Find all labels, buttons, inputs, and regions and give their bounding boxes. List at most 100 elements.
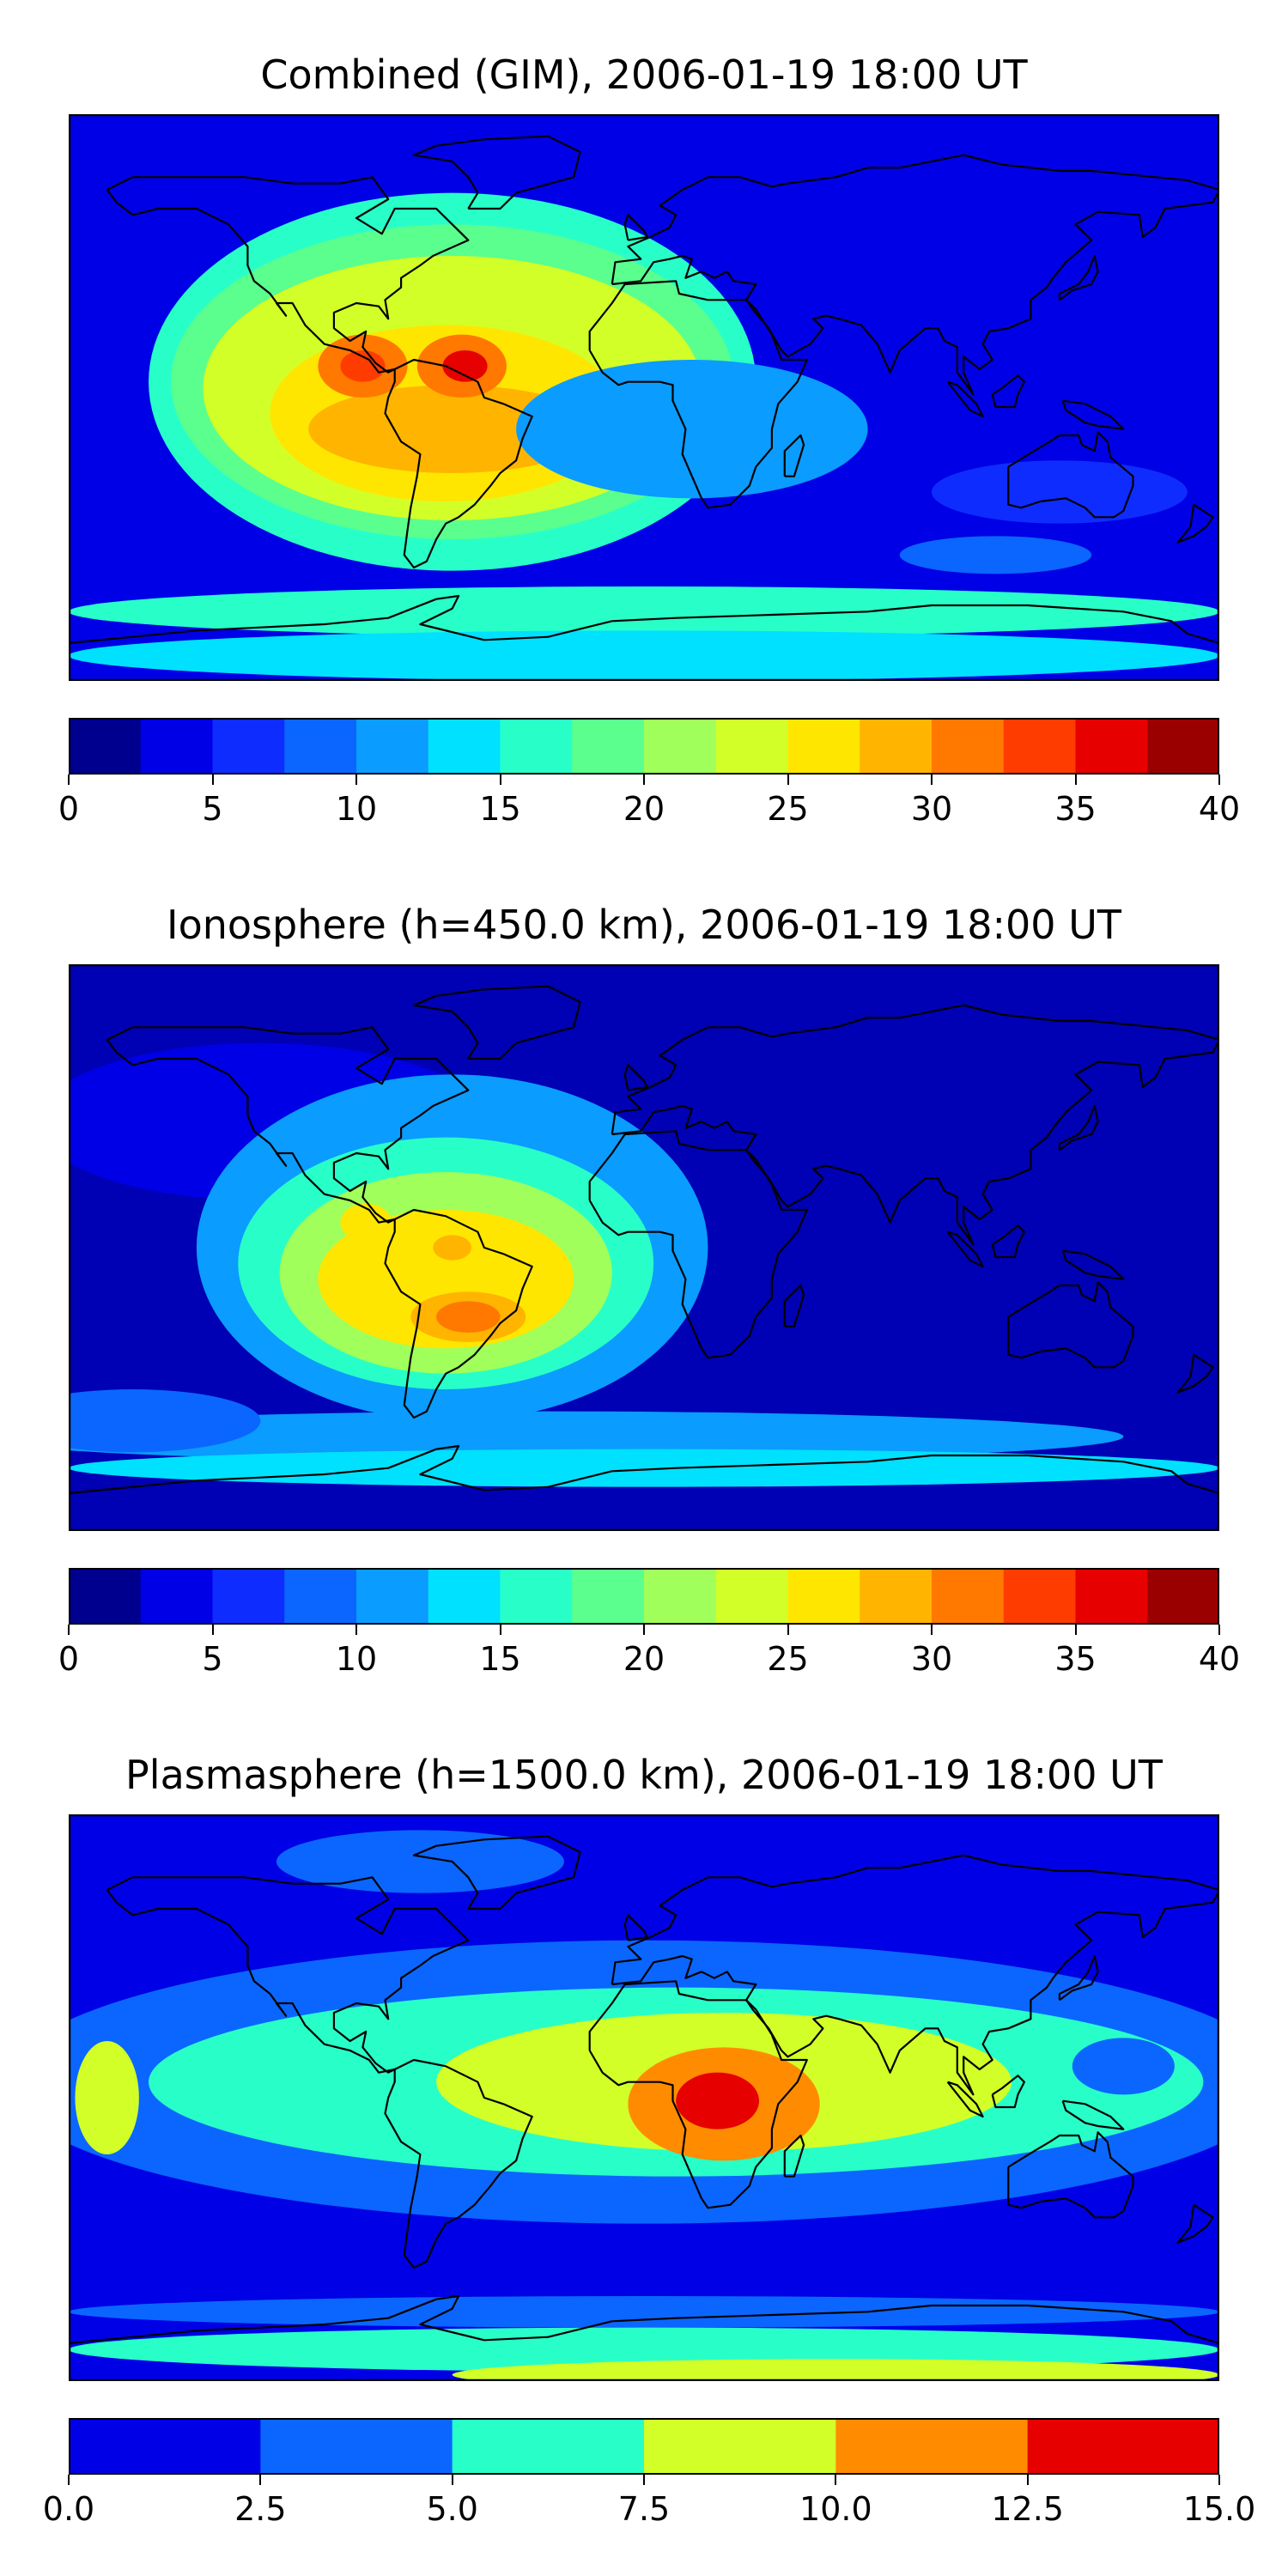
colorbar-tick-mark — [787, 775, 789, 785]
colorbar-ticks: 0 5 10 15 20 25 30 35 40 — [58, 775, 1240, 833]
coastline — [611, 1004, 1219, 1246]
coastline — [1058, 1954, 1099, 2002]
colorbar-tick-label: 0 — [58, 1640, 80, 1678]
colorbar-tick-label: 35 — [1054, 790, 1097, 828]
colorbar-tick-mark — [499, 1625, 501, 1635]
colorbar-tick-label: 30 — [910, 790, 953, 828]
colorbar-tick-label: 2.5 — [234, 2490, 287, 2528]
colorbar-segment — [644, 2418, 836, 2475]
coastline — [783, 2134, 805, 2178]
panel-combined: Combined (GIM), 2006-01-19 18:00 UT 0 5 10… — [0, 0, 1288, 859]
contour-region — [516, 360, 868, 499]
colorbar-tick-mark — [643, 2475, 645, 2485]
contour-region — [442, 350, 488, 382]
colorbar-tick-label: 25 — [767, 790, 809, 828]
coastline — [623, 1914, 648, 1941]
colorbar-segment — [428, 1568, 501, 1625]
coastline — [946, 380, 984, 418]
colorbar-segment — [356, 1568, 429, 1625]
colorbar-tick-mark — [355, 775, 357, 785]
map — [69, 114, 1219, 681]
panel-ionosphere: Ionosphere (h=450.0 km), 2006-01-19 18:0… — [0, 850, 1288, 1709]
colorbar-segment — [69, 2418, 261, 2475]
coastline — [623, 214, 648, 241]
colorbar-tick-label: 10 — [335, 790, 378, 828]
colorbar-frame — [69, 2418, 1219, 2475]
coastline — [69, 594, 1219, 645]
colorbar-ticks: 0.0 2.5 5.0 7.5 10.0 12.5 15.0 — [43, 2475, 1255, 2533]
colorbar-tick-label: 0.0 — [42, 2490, 95, 2528]
colorbar-tick-mark — [355, 1625, 357, 1635]
map-frame — [69, 964, 1219, 1531]
contour-region — [899, 536, 1092, 574]
colorbar-tick-mark — [1218, 2475, 1220, 2485]
colorbar-tick-mark — [451, 2475, 453, 2485]
colorbar-tick-mark — [1218, 775, 1220, 785]
colorbar — [69, 718, 1219, 775]
colorbar-segment — [452, 2418, 645, 2475]
contour-region — [676, 2072, 759, 2129]
colorbar-tick-mark — [68, 775, 70, 785]
coastline — [1061, 1249, 1125, 1280]
colorbar-tick-mark — [835, 2475, 837, 2485]
coastline — [1058, 254, 1099, 301]
coastline — [991, 374, 1026, 409]
map — [69, 964, 1219, 1531]
contour-region — [436, 1301, 501, 1333]
colorbar-segment — [500, 718, 573, 775]
colorbar-frame — [69, 1568, 1219, 1625]
colorbar-segment — [860, 718, 933, 775]
colorbar-segment — [787, 1568, 860, 1625]
contour-region — [276, 1830, 564, 1893]
contour-region — [69, 1411, 1124, 1462]
coastline — [611, 1854, 1219, 2096]
contour-region — [1072, 2038, 1175, 2095]
colorbar-tick-mark — [1074, 1625, 1077, 1635]
colorbar-tick-label: 25 — [767, 1640, 809, 1678]
colorbar-segment — [835, 2418, 1029, 2475]
coastline — [384, 1208, 533, 1419]
colorbar-segment — [860, 1568, 933, 1625]
coastline — [1176, 1353, 1214, 1394]
colorbar-tick-mark — [643, 1625, 645, 1635]
colorbar-segment — [572, 1568, 645, 1625]
colorbar-segment — [572, 718, 645, 775]
contour-region — [308, 385, 597, 473]
coastline — [106, 176, 470, 374]
panel-title: Plasmasphere (h=1500.0 km), 2006-01-19 1… — [125, 1752, 1163, 1798]
colorbar-segment — [260, 2418, 453, 2475]
panel-plasmasphere: Plasmasphere (h=1500.0 km), 2006-01-19 1… — [0, 1700, 1288, 2576]
contour-region — [69, 1389, 261, 1453]
coastline — [1007, 431, 1134, 519]
coastline — [588, 1980, 808, 2209]
coastline — [69, 2294, 1219, 2345]
coastline — [412, 985, 581, 1060]
coastline — [946, 2081, 984, 2118]
contour-region — [340, 1203, 392, 1242]
coastline — [783, 434, 805, 477]
colorbar-tick-label: 30 — [910, 1640, 953, 1678]
contour-region — [433, 1235, 471, 1261]
colorbar-segment — [1147, 1568, 1219, 1625]
coastline — [384, 2058, 533, 2269]
colorbar-segment — [1003, 1568, 1076, 1625]
colorbar-segment — [1003, 718, 1076, 775]
colorbar-tick-label: 15 — [479, 790, 521, 828]
colorbar-frame — [69, 718, 1219, 775]
coastline — [412, 1835, 581, 1911]
colorbar-tick-mark — [211, 1625, 214, 1635]
colorbar-tick-mark — [1074, 775, 1077, 785]
colorbar-tick-mark — [931, 775, 933, 785]
colorbar-tick-label: 20 — [623, 1640, 665, 1678]
colorbar-tick-mark — [931, 1625, 933, 1635]
colorbar-tick-mark — [787, 1625, 789, 1635]
coastline — [1058, 1104, 1099, 1151]
colorbar-segment — [500, 1568, 573, 1625]
colorbar-tick-mark — [643, 775, 645, 785]
contour-region — [69, 1449, 1219, 1487]
coastline — [946, 1230, 984, 1268]
colorbar-tick-label: 20 — [623, 790, 665, 828]
coastline — [384, 358, 533, 569]
colorbar-tick-mark — [259, 2475, 262, 2485]
colorbar-segment — [1027, 2418, 1219, 2475]
